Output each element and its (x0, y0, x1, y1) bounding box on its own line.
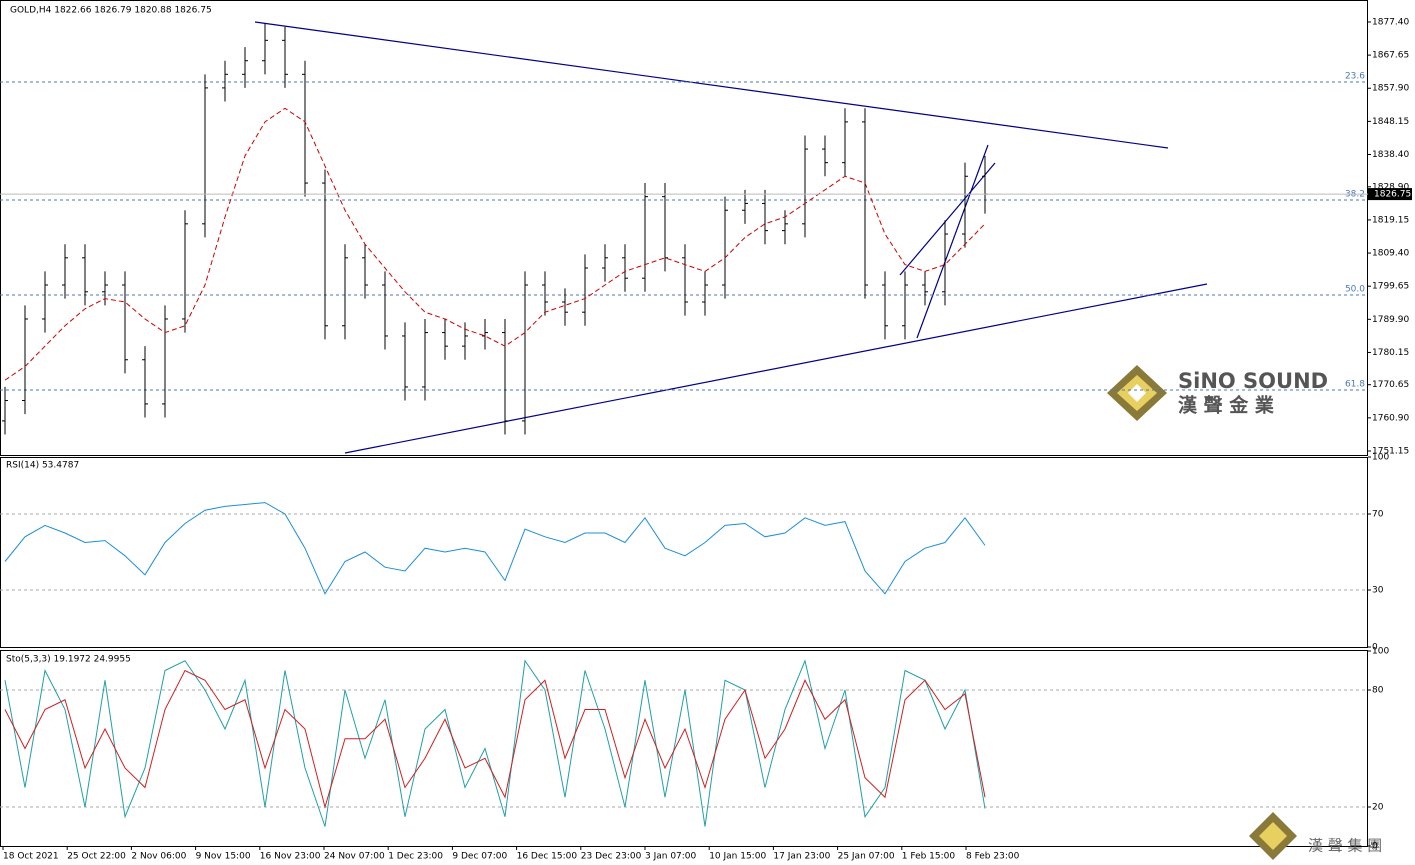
x-tick-label: 24 Nov 07:00 (324, 852, 385, 862)
x-tick-label: 1 Dec 23:00 (388, 852, 443, 862)
x-tick-label: 8 Feb 23:00 (966, 852, 1020, 862)
x-tick-label: 1 Feb 15:00 (902, 852, 956, 862)
y-tick-label: 1770.65 (1372, 380, 1409, 390)
y-tick-label: 1760.90 (1372, 413, 1409, 423)
last-price-box (1368, 188, 1412, 201)
x-tick-label: 25 Jan 07:00 (838, 852, 895, 862)
x-tick-label: 3 Jan 07:00 (645, 852, 697, 862)
y-tick-label: 1809.40 (1372, 249, 1409, 259)
brand-group: 漢 聲 集 團 (1308, 837, 1382, 855)
rsi-title: RSI(14) 53.4787 (6, 461, 79, 471)
fib-label: 61.8 (1345, 380, 1365, 390)
x-tick-label: 10 Jan 15:00 (709, 852, 766, 862)
y-tick-label: 1828.90 (1372, 182, 1409, 192)
y-tick-label: 0 (1372, 643, 1378, 653)
y-tick-label: 70 (1372, 510, 1384, 520)
x-tick-label: 16 Dec 15:00 (517, 852, 578, 862)
y-tick-label: 1848.15 (1372, 117, 1409, 127)
y-tick-label: 30 (1372, 586, 1384, 596)
trend-lines (254, 21, 1208, 454)
y-tick-label: 1799.65 (1372, 282, 1409, 292)
y-tick-label: 1877.40 (1372, 17, 1409, 27)
x-tick-label: 18 Oct 2021 (3, 852, 59, 862)
sto-title: Sto(5,3,3) 19.1972 24.9955 (6, 655, 131, 665)
y-tick-label: 1867.65 (1372, 51, 1409, 61)
x-tick-label: 25 Oct 22:00 (67, 852, 126, 862)
indicator-line (4, 659, 986, 827)
y-tick-label: 1838.40 (1372, 150, 1409, 160)
x-tick-label: 23 Dec 23:00 (581, 852, 642, 862)
brand-name: SiNO SOUND (1178, 369, 1328, 393)
x-tick-label: 17 Jan 23:00 (773, 852, 830, 862)
fib-label: 50.0 (1345, 285, 1365, 295)
y-tick-label: 20 (1372, 803, 1384, 813)
price-title: GOLD,H4 1822.66 1826.79 1820.88 1826.75 (10, 6, 212, 16)
x-tick-label: 9 Nov 15:00 (196, 852, 251, 862)
logo: SiNO SOUND 漢 聲 金 業 漢 聲 集 團 (1107, 365, 1382, 860)
y-tick-label: 1819.15 (1372, 215, 1409, 225)
y-tick-label: 0 (1372, 842, 1378, 852)
x-tick-label: 16 Nov 23:00 (260, 852, 321, 862)
y-tick-label: 1751.15 (1372, 446, 1409, 456)
indicator-line (4, 502, 986, 595)
indicator-line (4, 669, 986, 809)
last-price-label: 1826.75 (1374, 190, 1411, 200)
x-tick-label: 2 Nov 06:00 (131, 852, 186, 862)
fib-label: 23.6 (1345, 71, 1365, 81)
y-tick-label: 100 (1372, 647, 1389, 657)
y-tick-label: 80 (1372, 686, 1384, 696)
moving-average (4, 107, 986, 381)
y-tick-label: 100 (1372, 453, 1389, 463)
pane-borders (0, 0, 1368, 847)
brand-chinese: 漢 聲 金 業 (1178, 394, 1275, 417)
x-tick-label: 9 Dec 07:00 (452, 852, 507, 862)
y-tick-label: 1789.90 (1372, 315, 1409, 325)
y-tick-label: 1780.15 (1372, 348, 1409, 358)
y-tick-label: 1857.90 (1372, 84, 1409, 94)
